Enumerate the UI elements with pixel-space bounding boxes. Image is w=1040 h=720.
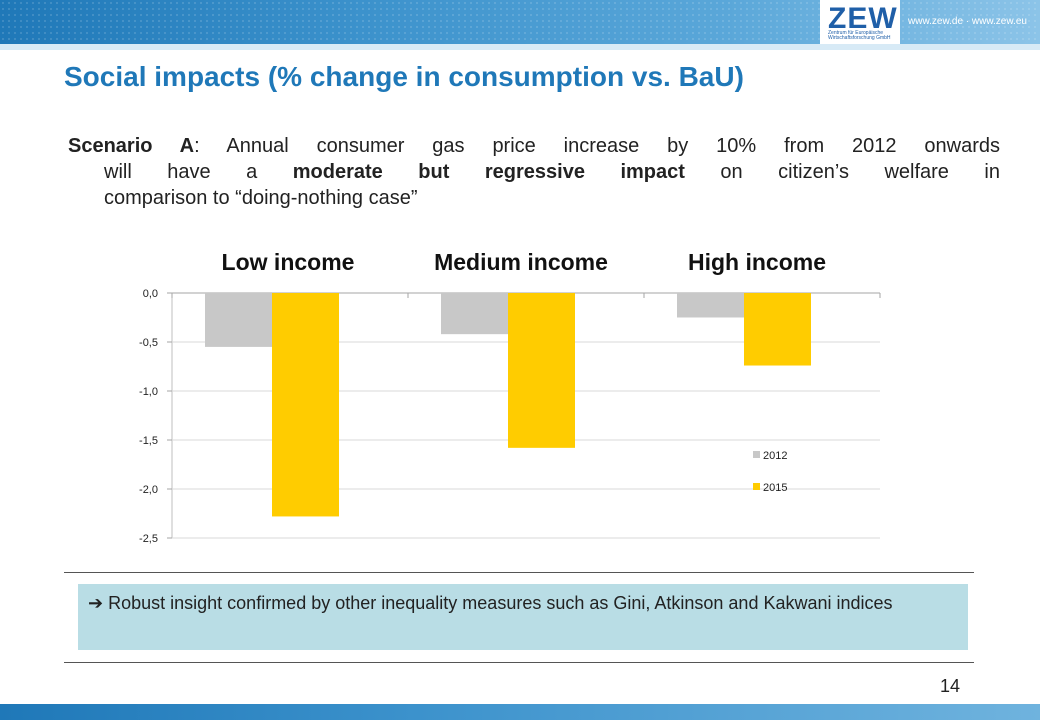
category-label: Low income bbox=[222, 249, 355, 275]
title-strip bbox=[0, 44, 1040, 50]
bottom-banner bbox=[0, 704, 1040, 720]
insight-rule-bottom bbox=[64, 662, 974, 663]
insight-rule-top bbox=[64, 572, 974, 573]
zew-logo: ZEW Zentrum für Europäische Wirtschaftsf… bbox=[820, 0, 900, 44]
category-label: Medium income bbox=[434, 249, 608, 275]
page-number: 14 bbox=[940, 676, 961, 696]
scenario-line-1: Scenario A: Annual consumer gas price in… bbox=[68, 133, 1000, 159]
scenario-line-3: comparison to “doing-nothing case” bbox=[104, 187, 418, 209]
y-tick-label: -1,0 bbox=[139, 386, 158, 398]
header-url[interactable]: www.zew.de · www.zew.eu bbox=[908, 16, 1027, 27]
y-tick-label: -1,5 bbox=[139, 435, 158, 447]
insight-text: Robust insight confirmed by other inequa… bbox=[108, 593, 893, 613]
scenario-text-bold: moderate but regressive impact bbox=[292, 161, 685, 183]
consumption-bar-chart: 0,0 -0,5 -1,0 -1,5 -2,0 -2,5 Low income Medium … bbox=[139, 249, 881, 545]
bar-2012-medium-income bbox=[441, 293, 508, 335]
bar-2015-medium-income bbox=[508, 293, 575, 448]
bar-2015-high-income bbox=[744, 293, 811, 366]
category-label: High income bbox=[688, 249, 826, 275]
scenario-text-c: on citizen’s welfare in bbox=[684, 161, 1000, 183]
insight-box: ➔ Robust insight confirmed by other ineq… bbox=[78, 584, 968, 650]
arrow-icon: ➔ bbox=[88, 593, 104, 613]
logo-subtitle: Zentrum für Europäische Wirtschaftsforsc… bbox=[828, 30, 891, 41]
scenario-text-b: will have a bbox=[104, 161, 293, 183]
bar-2012-low-income bbox=[205, 293, 272, 347]
y-tick-label: -0,5 bbox=[139, 337, 158, 349]
y-tick-label: -2,5 bbox=[139, 533, 158, 545]
legend-label-2015: 2015 bbox=[763, 482, 787, 494]
y-tick-label: 0,0 bbox=[143, 288, 158, 300]
legend-swatch-2015 bbox=[753, 483, 760, 490]
scenario-label: Scenario A bbox=[68, 135, 195, 157]
slide-title: Social impacts (% change in consumption … bbox=[64, 61, 744, 92]
y-tick-label: -2,0 bbox=[139, 484, 158, 496]
scenario-text-a: : Annual consumer gas price increase by … bbox=[194, 135, 1000, 157]
scenario-line-2: will have a moderate but regressive impa… bbox=[68, 159, 1000, 185]
bar-2015-low-income bbox=[272, 293, 339, 517]
legend-swatch-2012 bbox=[753, 451, 760, 458]
legend-label-2012: 2012 bbox=[763, 450, 787, 462]
bar-2012-high-income bbox=[677, 293, 744, 318]
logo-text: ZEW bbox=[828, 2, 898, 35]
scenario-text: Scenario A: Annual consumer gas price in… bbox=[68, 133, 1000, 211]
